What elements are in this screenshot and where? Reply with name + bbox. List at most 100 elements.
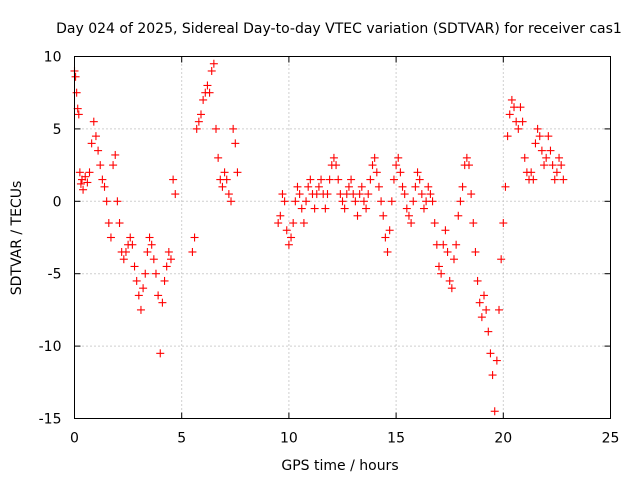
data-point [72, 88, 81, 97]
data-points [70, 59, 568, 416]
data-point [293, 182, 302, 191]
data-point [299, 219, 308, 228]
data-point [434, 262, 443, 271]
data-point [359, 197, 368, 206]
data-point [310, 204, 319, 213]
data-point [471, 247, 480, 256]
data-point [396, 168, 405, 177]
plot-frame [74, 56, 611, 419]
data-point [389, 175, 398, 184]
data-point [548, 161, 557, 170]
data-point [492, 356, 501, 365]
data-point [542, 153, 551, 162]
data-point [85, 168, 94, 177]
data-point [276, 211, 285, 220]
data-point [302, 197, 311, 206]
data-point [347, 175, 356, 184]
data-point [91, 132, 100, 141]
data-point [544, 132, 553, 141]
data-point [169, 175, 178, 184]
data-point [160, 276, 169, 285]
data-point [484, 327, 493, 336]
data-point [362, 204, 371, 213]
data-point [426, 190, 435, 199]
data-point [477, 313, 486, 322]
chart-title: Day 024 of 2025, Sidereal Day-to-day VTE… [56, 21, 622, 37]
data-point [274, 219, 283, 228]
data-point [516, 103, 525, 112]
data-point [74, 110, 83, 119]
data-point [338, 197, 347, 206]
data-point [552, 168, 561, 177]
data-point [537, 146, 546, 155]
data-point [218, 182, 227, 191]
y-tick-label: 5 [53, 122, 62, 138]
data-point [486, 349, 495, 358]
data-point [325, 175, 334, 184]
data-point [136, 305, 145, 314]
data-point [190, 233, 199, 242]
data-point [449, 255, 458, 264]
y-tick-label: -10 [39, 339, 62, 355]
data-point [145, 233, 154, 242]
data-point [83, 178, 92, 187]
data-point [224, 190, 233, 199]
data-point [132, 276, 141, 285]
data-point [81, 172, 90, 181]
data-point [106, 233, 115, 242]
data-point [291, 197, 300, 206]
data-point [188, 247, 197, 256]
data-point [156, 349, 165, 358]
data-point [100, 182, 109, 191]
x-tick-label: 5 [177, 431, 186, 447]
data-point [143, 247, 152, 256]
x-tick-label: 20 [494, 431, 512, 447]
data-point [372, 168, 381, 177]
data-point [507, 95, 516, 104]
data-point [462, 153, 471, 162]
data-point [540, 161, 549, 170]
data-point [87, 139, 96, 148]
grid [74, 56, 611, 419]
data-point [297, 204, 306, 213]
data-point [392, 161, 401, 170]
data-point [158, 298, 167, 307]
data-point [357, 182, 366, 191]
data-point [321, 204, 330, 213]
x-tick-label: 15 [387, 431, 405, 447]
data-point [531, 139, 540, 148]
data-point [497, 255, 506, 264]
data-point [535, 132, 544, 141]
data-point [398, 182, 407, 191]
data-point [527, 168, 536, 177]
x-tick-label: 10 [280, 431, 298, 447]
data-point [454, 211, 463, 220]
data-point [102, 197, 111, 206]
data-point [417, 190, 426, 199]
data-point [464, 161, 473, 170]
data-point [194, 117, 203, 126]
data-point [205, 88, 214, 97]
axis-tick-labels: 0 5 10 15 20 25 -15 -10 -5 0 5 10 [39, 50, 620, 447]
data-point [514, 124, 523, 133]
data-point [344, 182, 353, 191]
data-point [149, 255, 158, 264]
data-point [443, 247, 452, 256]
x-tick-label: 25 [602, 431, 620, 447]
data-point [351, 197, 360, 206]
data-point [196, 110, 205, 119]
data-point [383, 247, 392, 256]
data-point [287, 233, 296, 242]
data-point [284, 240, 293, 249]
data-point [379, 211, 388, 220]
data-point [503, 132, 512, 141]
data-point [445, 276, 454, 285]
data-point [529, 175, 538, 184]
data-point [404, 211, 413, 220]
data-point [220, 168, 229, 177]
data-point [385, 226, 394, 235]
data-point [134, 291, 143, 300]
data-point [209, 59, 218, 68]
data-point [96, 161, 105, 170]
data-point [203, 81, 212, 90]
